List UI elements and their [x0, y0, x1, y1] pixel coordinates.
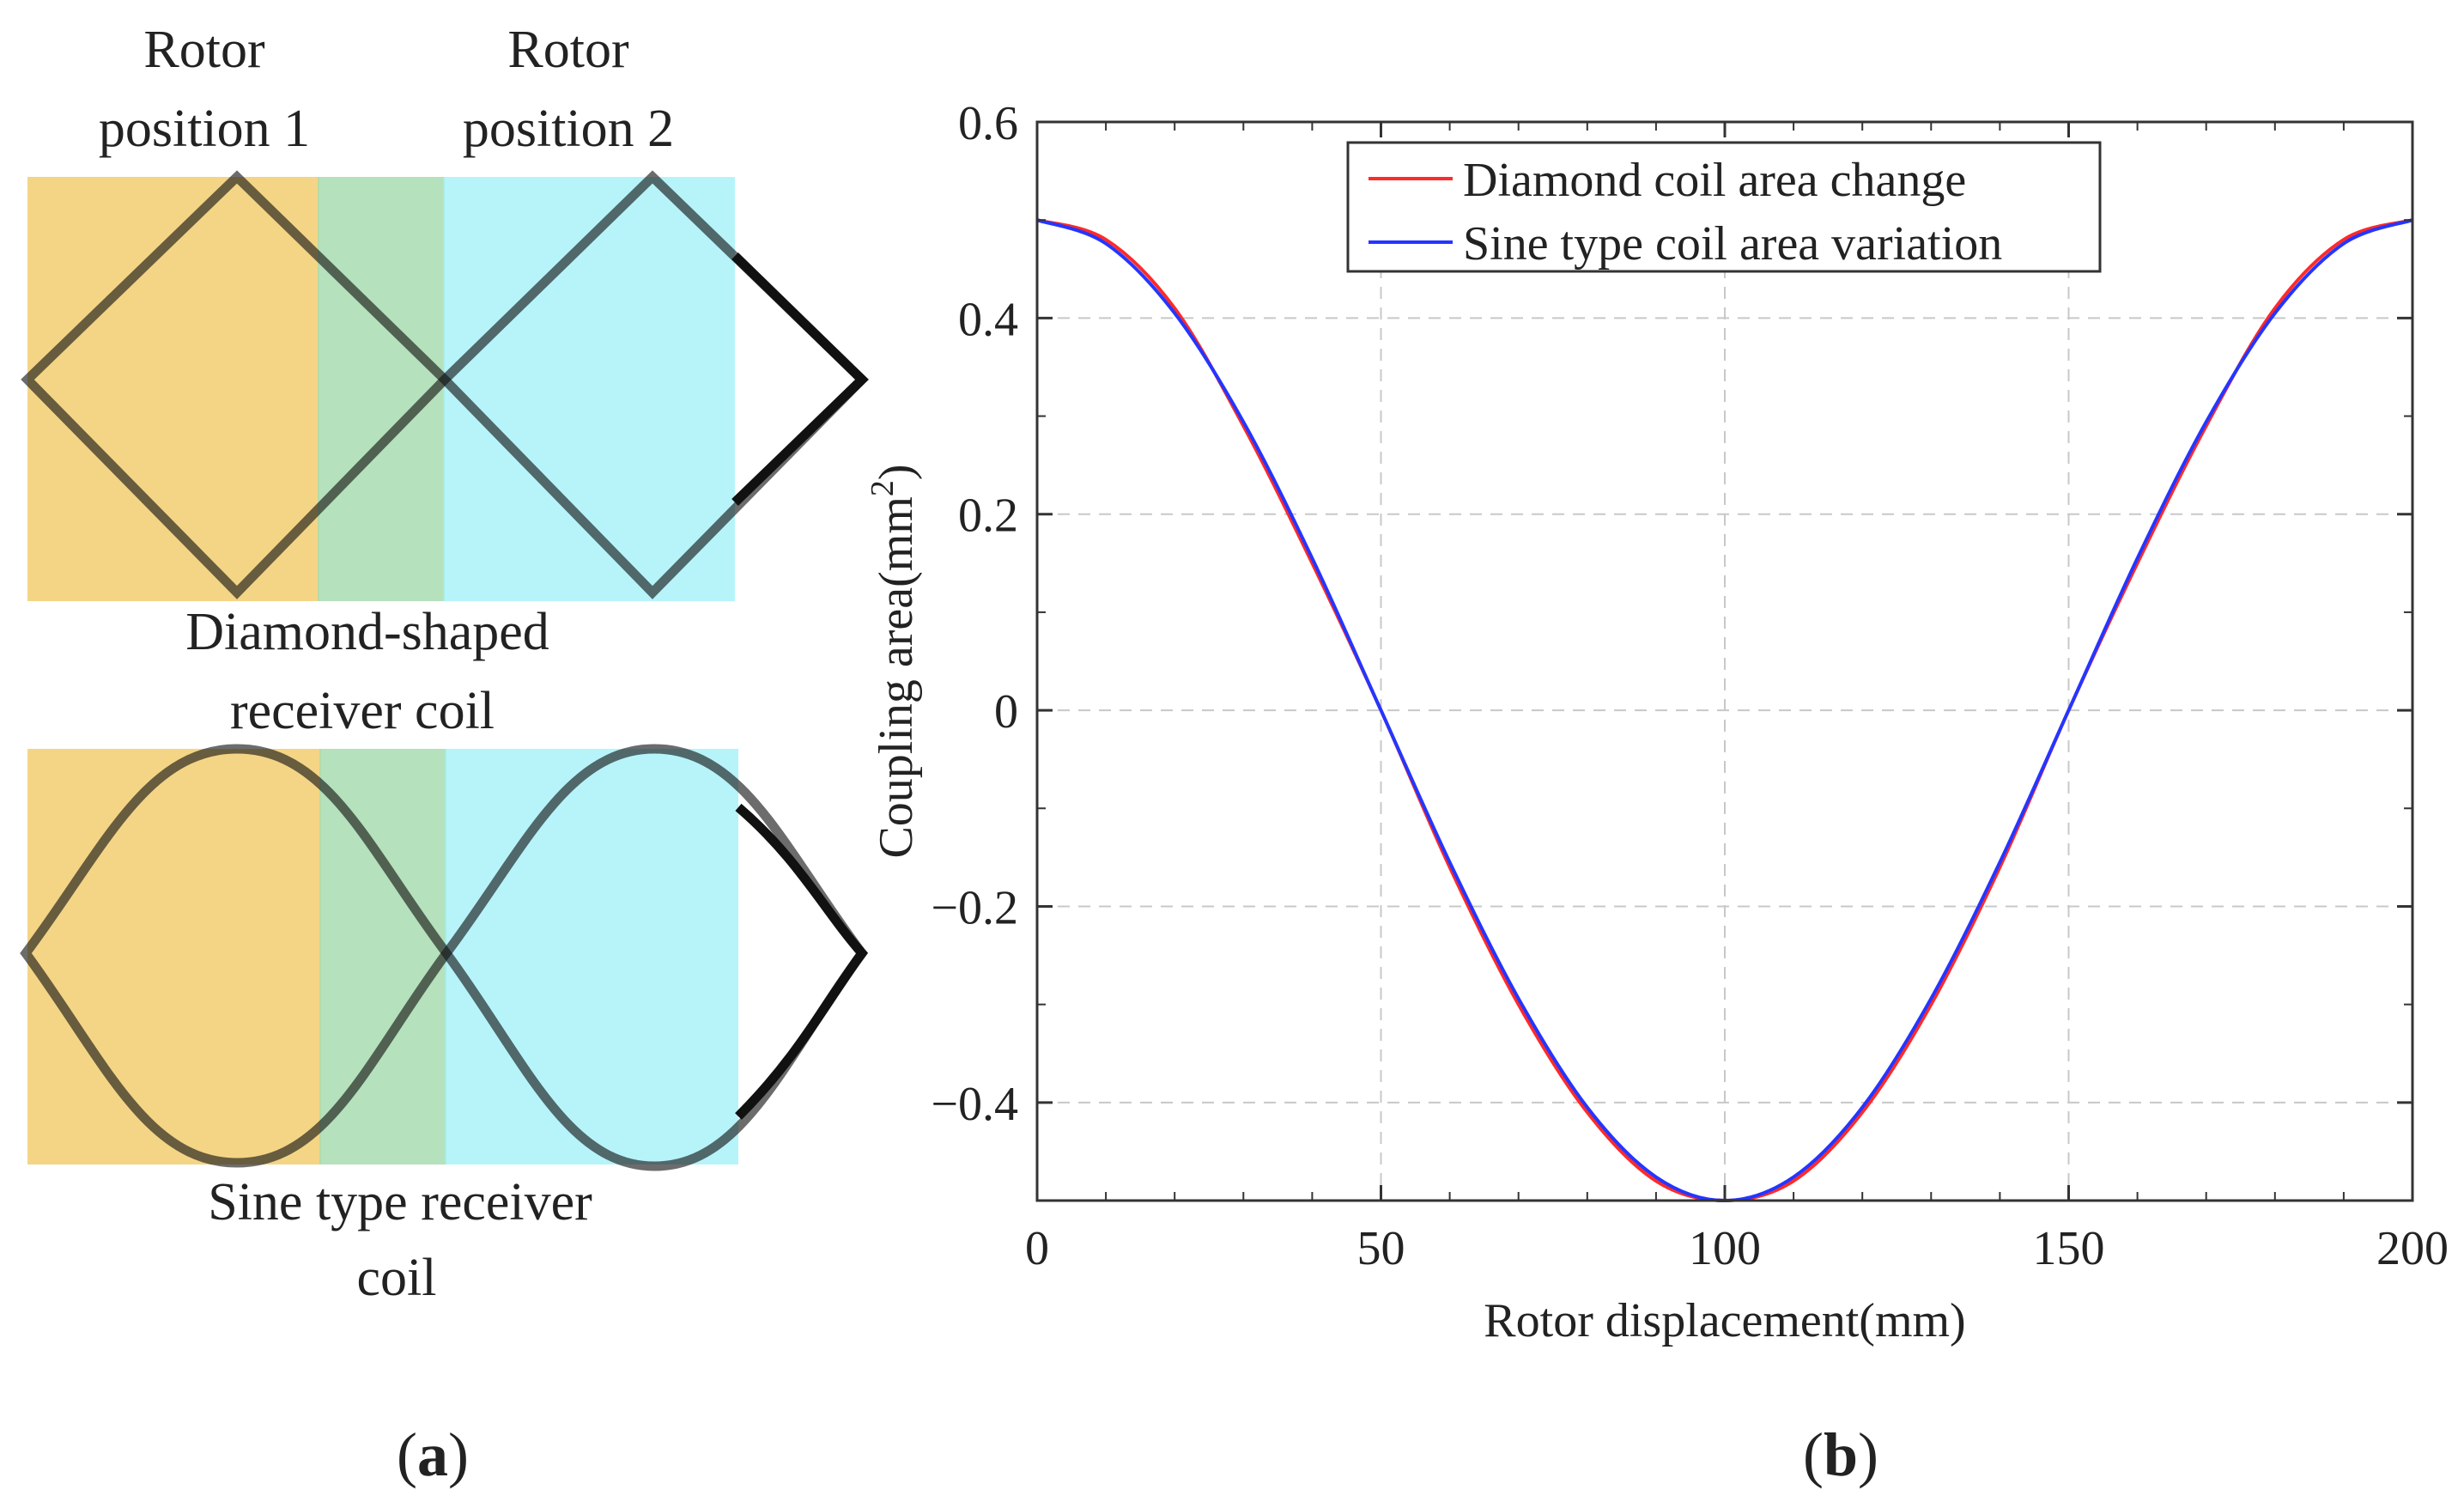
- axis-tick-labels: 0 50 100 150 200 −0.4 −0.2 0 0.2 0.4 0.6: [931, 97, 2449, 1275]
- panel-a-label: (a): [397, 1420, 469, 1489]
- diamond-coil-caption-line1: Diamond-shaped: [185, 603, 549, 661]
- y-axis-label: Coupling area(mm2): [865, 464, 923, 858]
- legend-label-sine: Sine type coil area variation: [1463, 217, 2002, 271]
- x-axis-label: Rotor displacement(mm): [1484, 1294, 1965, 1347]
- x-tick-label: 200: [2376, 1222, 2449, 1275]
- y-tick-label: 0.6: [958, 97, 1018, 150]
- y-tick-label: 0.4: [958, 293, 1018, 346]
- legend-box: [1346, 141, 2102, 273]
- x-tick-label: 150: [2033, 1222, 2105, 1275]
- x-tick-label: 50: [1357, 1222, 1405, 1275]
- rotor-position-2-label-line1: Rotor: [507, 21, 629, 79]
- sine-coil-diagram: Sine type receiver coil: [20, 744, 869, 1307]
- rotor-overlap-region: [318, 177, 445, 601]
- diamond-coil-right-outer-edge: [731, 252, 869, 506]
- rotor-1-region: [27, 749, 321, 1164]
- legend-label-diamond: Diamond coil area change: [1463, 154, 1966, 207]
- rotor-position-1-label-line2: position 1: [99, 100, 310, 158]
- y-tick-label: 0: [994, 685, 1018, 739]
- panel-a: Rotor position 1 Rotor position 2 Diamon…: [20, 21, 869, 1489]
- y-tick-label: −0.4: [931, 1078, 1018, 1131]
- sine-coil-right-outer-edge: [735, 803, 869, 1120]
- rotor-position-1-label-line1: Rotor: [143, 21, 265, 79]
- legend: Diamond coil area change Sine type coil …: [1346, 141, 2102, 273]
- grid-lines: [1037, 122, 2412, 1201]
- rotor-position-2-label-line2: position 2: [463, 100, 674, 158]
- diamond-coil-caption-line2: receiver coil: [230, 682, 495, 740]
- x-tick-label: 100: [1689, 1222, 1761, 1275]
- sine-coil-caption-line2: coil: [357, 1249, 437, 1307]
- panel-b-label: (b): [1803, 1420, 1878, 1489]
- rotor-overlap-region: [319, 749, 446, 1164]
- y-tick-label: 0.2: [958, 489, 1018, 543]
- y-tick-label: −0.2: [931, 881, 1018, 934]
- rotor-2-region: [445, 749, 738, 1164]
- panel-b-chart: 0 50 100 150 200 −0.4 −0.2 0 0.2 0.4 0.6 Rotor dis…: [865, 97, 2449, 1489]
- axis-ticks: [1035, 120, 2414, 1201]
- sine-coil-caption-line1: Sine type receiver: [208, 1173, 592, 1231]
- diamond-coil-diagram: Diamond-shaped receiver coil: [21, 170, 869, 740]
- y-axis-label-superscript: 2: [865, 480, 901, 496]
- x-tick-label: 0: [1025, 1222, 1049, 1275]
